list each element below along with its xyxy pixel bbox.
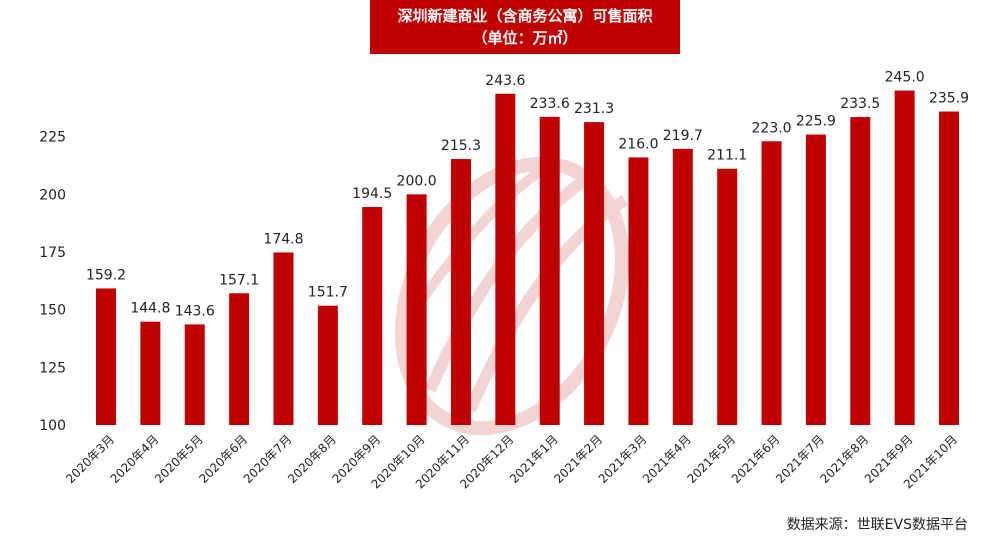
data-label: 211.1 bbox=[707, 148, 747, 164]
bar bbox=[229, 293, 250, 425]
bar bbox=[495, 93, 516, 425]
y-tick-label: 150 bbox=[39, 303, 66, 319]
bar bbox=[317, 305, 338, 425]
data-label: 219.7 bbox=[663, 128, 703, 144]
bar bbox=[184, 324, 205, 425]
bar bbox=[406, 194, 427, 425]
bar bbox=[539, 116, 560, 425]
data-label: 174.8 bbox=[263, 231, 303, 247]
y-axis: 100 125 150 175 200 225 bbox=[39, 130, 66, 434]
data-label: 225.9 bbox=[796, 114, 836, 130]
data-label: 233.6 bbox=[530, 96, 570, 112]
bar bbox=[894, 90, 915, 426]
data-label: 216.0 bbox=[618, 136, 658, 152]
data-label: 200.0 bbox=[397, 173, 437, 189]
data-label: 215.3 bbox=[441, 138, 481, 154]
data-label: 144.8 bbox=[130, 301, 170, 317]
y-tick-label: 200 bbox=[39, 187, 66, 203]
data-label: 223.0 bbox=[752, 120, 792, 136]
bar bbox=[362, 207, 383, 425]
data-label: 243.6 bbox=[485, 73, 525, 89]
bar bbox=[96, 288, 116, 425]
y-tick-label: 225 bbox=[39, 130, 66, 146]
bar bbox=[717, 168, 738, 425]
chart-title-box: 深圳新建商业（含商务公寓）可售面积 （单位：万㎡） bbox=[370, 0, 680, 54]
bar bbox=[273, 252, 294, 425]
bars-group bbox=[96, 90, 960, 426]
data-label: 159.2 bbox=[86, 267, 126, 283]
x-axis-labels: 2020年3月2020年4月2020年5月2020年6月2020年7月2020年… bbox=[63, 432, 960, 491]
data-label: 233.5 bbox=[840, 96, 880, 112]
y-tick-label: 125 bbox=[39, 360, 66, 376]
data-source: 数据来源：世联EVS数据平台 bbox=[786, 517, 968, 533]
bar bbox=[939, 111, 960, 426]
data-label: 143.6 bbox=[175, 303, 215, 319]
data-label: 245.0 bbox=[885, 70, 925, 86]
data-label: 157.1 bbox=[219, 272, 259, 288]
bar bbox=[805, 134, 826, 425]
bar bbox=[584, 122, 605, 425]
chart-subtitle: （单位：万㎡） bbox=[472, 29, 578, 47]
data-label: 151.7 bbox=[308, 285, 348, 301]
bar bbox=[761, 141, 782, 425]
bar bbox=[450, 159, 471, 426]
bar bbox=[628, 157, 649, 425]
y-tick-label: 100 bbox=[39, 418, 66, 434]
y-tick-label: 175 bbox=[39, 245, 66, 261]
bar bbox=[140, 321, 161, 425]
bar bbox=[850, 117, 871, 425]
bar bbox=[672, 148, 693, 425]
data-label: 235.9 bbox=[929, 91, 969, 107]
chart-title: 深圳新建商业（含商务公寓）可售面积 bbox=[397, 7, 653, 25]
data-label: 231.3 bbox=[574, 101, 614, 117]
data-label: 194.5 bbox=[352, 186, 392, 202]
